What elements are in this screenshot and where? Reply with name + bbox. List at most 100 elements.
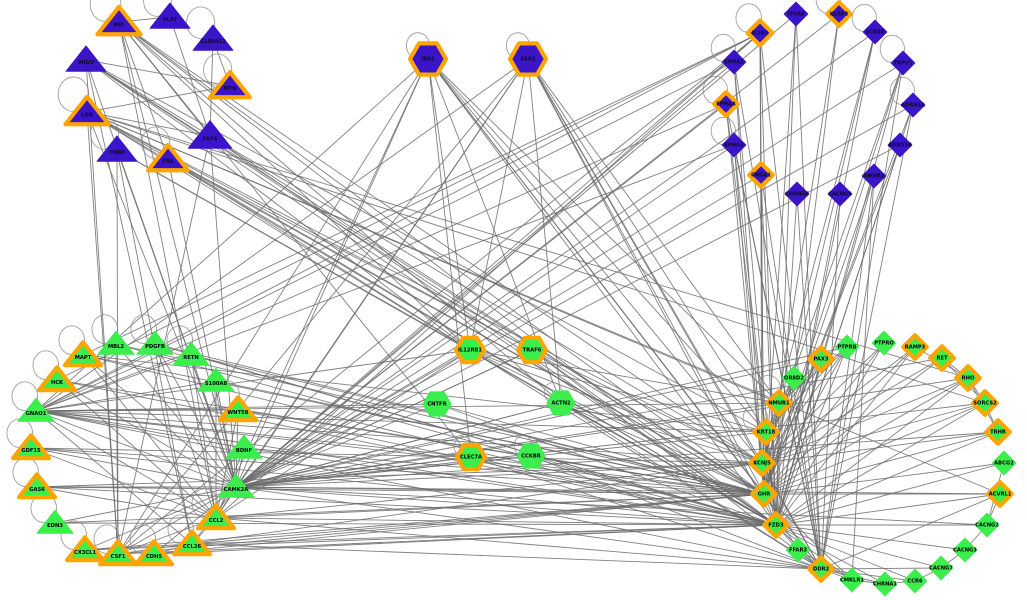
- node-diamond-shape[interactable]: [984, 418, 1012, 446]
- graph-node[interactable]: FRK: [146, 142, 190, 173]
- node-triangle-shape[interactable]: [197, 367, 235, 392]
- node-triangle-shape[interactable]: [171, 529, 213, 557]
- node-triangle-shape[interactable]: [36, 365, 78, 393]
- graph-node[interactable]: RETN: [172, 341, 210, 366]
- node-triangle-shape[interactable]: [97, 330, 135, 355]
- graph-node[interactable]: EPHA5: [721, 49, 747, 75]
- node-diamond-shape[interactable]: [861, 163, 887, 189]
- node-diamond-shape[interactable]: [954, 364, 982, 392]
- graph-node[interactable]: MIGU: [65, 45, 107, 72]
- node-triangle-shape[interactable]: [187, 120, 233, 149]
- node-hexagon-shape[interactable]: [453, 335, 487, 365]
- graph-node[interactable]: ABCG2: [991, 450, 1017, 476]
- node-triangle-shape[interactable]: [192, 24, 234, 51]
- node-diamond-shape[interactable]: [748, 449, 776, 477]
- node-diamond-shape[interactable]: [762, 511, 790, 539]
- node-diamond-shape[interactable]: [785, 537, 811, 563]
- node-diamond-shape[interactable]: [783, 1, 809, 27]
- graph-node[interactable]: GDF15: [10, 433, 52, 461]
- node-diamond-shape[interactable]: [902, 568, 928, 594]
- node-diamond-shape[interactable]: [721, 49, 747, 75]
- node-diamond-shape[interactable]: [745, 18, 775, 48]
- graph-node[interactable]: PLAT: [149, 2, 191, 29]
- node-diamond-shape[interactable]: [871, 330, 897, 356]
- graph-node[interactable]: TRPV1: [890, 50, 916, 76]
- node-triangle-shape[interactable]: [225, 434, 263, 459]
- graph-node[interactable]: CCR6: [902, 568, 928, 594]
- node-diamond-shape[interactable]: [991, 450, 1017, 476]
- node-diamond-shape[interactable]: [825, 0, 853, 28]
- node-diamond-shape[interactable]: [807, 555, 835, 583]
- node-diamond-shape[interactable]: [784, 181, 810, 207]
- node-diamond-shape[interactable]: [887, 132, 913, 158]
- node-diamond-shape[interactable]: [928, 344, 956, 372]
- node-triangle-shape[interactable]: [208, 69, 252, 100]
- graph-node[interactable]: ESR2: [507, 41, 549, 77]
- node-diamond-shape[interactable]: [952, 537, 978, 563]
- node-diamond-shape[interactable]: [971, 389, 999, 417]
- graph-node[interactable]: TRAF6: [515, 335, 549, 365]
- node-triangle-shape[interactable]: [17, 397, 55, 422]
- graph-node[interactable]: ACVRL1: [986, 480, 1014, 508]
- node-diamond-shape[interactable]: [862, 19, 888, 45]
- node-triangle-shape[interactable]: [36, 509, 74, 534]
- graph-node[interactable]: CNGA1: [747, 161, 775, 189]
- node-diamond-shape[interactable]: [712, 90, 740, 118]
- node-triangle-shape[interactable]: [65, 45, 107, 72]
- graph-node[interactable]: GAS6: [16, 472, 58, 500]
- node-diamond-shape[interactable]: [752, 418, 780, 446]
- graph-node[interactable]: MAPT: [62, 340, 104, 368]
- node-triangle-shape[interactable]: [217, 395, 259, 423]
- node-triangle-shape[interactable]: [95, 4, 143, 37]
- graph-node[interactable]: HCK: [36, 365, 78, 393]
- graph-node[interactable]: IL12RB1: [453, 335, 487, 365]
- node-triangle-shape[interactable]: [149, 2, 191, 29]
- node-diamond-shape[interactable]: [781, 365, 807, 391]
- node-diamond-shape[interactable]: [974, 512, 1000, 538]
- graph-node[interactable]: S100A12: [192, 24, 234, 51]
- graph-node[interactable]: BDNF: [225, 434, 263, 459]
- node-diamond-shape[interactable]: [901, 333, 929, 361]
- node-diamond-shape[interactable]: [928, 555, 954, 581]
- node-triangle-shape[interactable]: [63, 94, 111, 127]
- node-triangle-shape[interactable]: [97, 539, 139, 567]
- graph-node[interactable]: RHO: [954, 364, 982, 392]
- node-triangle-shape[interactable]: [16, 472, 58, 500]
- node-diamond-shape[interactable]: [721, 132, 747, 158]
- node-triangle-shape[interactable]: [64, 535, 106, 563]
- node-hexagon-shape[interactable]: [422, 391, 452, 417]
- node-triangle-shape[interactable]: [146, 142, 190, 173]
- node-diamond-shape[interactable]: [827, 181, 853, 207]
- graph-node[interactable]: CACNG2: [974, 512, 1000, 538]
- node-triangle-shape[interactable]: [10, 433, 52, 461]
- node-triangle-shape[interactable]: [172, 341, 210, 366]
- node-diamond-shape[interactable]: [834, 334, 860, 360]
- node-hexagon-shape[interactable]: [507, 41, 549, 77]
- graph-node[interactable]: CACNG3: [952, 537, 978, 563]
- node-hexagon-shape[interactable]: [454, 442, 488, 472]
- node-diamond-shape[interactable]: [839, 567, 865, 593]
- graph-node[interactable]: EDN3: [36, 509, 74, 534]
- graph-node[interactable]: IL1R2: [745, 18, 775, 48]
- graph-node[interactable]: TRHR: [984, 418, 1012, 446]
- graph-node[interactable]: KLRF2: [825, 0, 853, 28]
- node-triangle-shape[interactable]: [62, 340, 104, 368]
- node-diamond-shape[interactable]: [750, 480, 778, 508]
- graph-node[interactable]: ADRA1A: [900, 92, 926, 118]
- graph-node[interactable]: ADRA1B: [887, 132, 913, 158]
- node-triangle-shape[interactable]: [133, 539, 175, 567]
- graph-node[interactable]: MTN: [208, 69, 252, 100]
- node-diamond-shape[interactable]: [807, 345, 835, 373]
- graph-node[interactable]: ITGA8: [783, 1, 809, 27]
- node-hexagon-shape[interactable]: [407, 41, 449, 77]
- node-hexagon-shape[interactable]: [515, 335, 549, 365]
- graph-node[interactable]: CACNG7: [928, 555, 954, 581]
- node-diamond-shape[interactable]: [765, 389, 793, 417]
- graph-node[interactable]: LXN: [63, 94, 111, 127]
- node-diamond-shape[interactable]: [986, 480, 1014, 508]
- node-triangle-shape[interactable]: [96, 135, 138, 162]
- graph-node[interactable]: FGF6: [187, 120, 233, 149]
- graph-node[interactable]: CLEC7A: [454, 442, 488, 472]
